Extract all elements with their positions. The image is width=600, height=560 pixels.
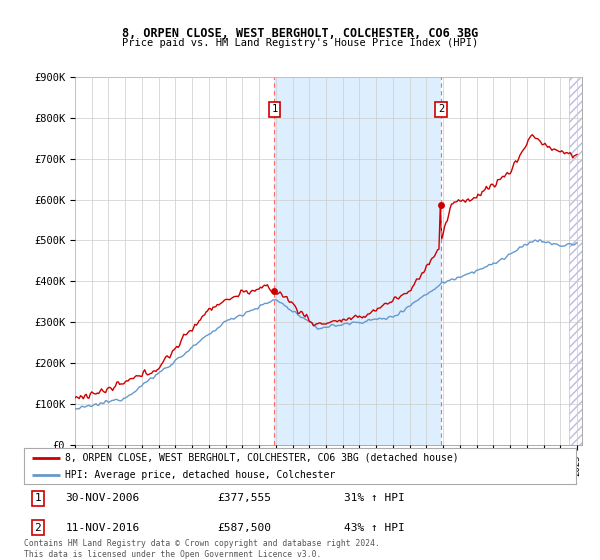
Bar: [569, 77, 582, 445]
Text: HPI: Average price, detached house, Colchester: HPI: Average price, detached house, Colc…: [65, 470, 335, 479]
Text: 1: 1: [271, 105, 278, 114]
Text: 1: 1: [34, 493, 41, 503]
Text: 8, ORPEN CLOSE, WEST BERGHOLT, COLCHESTER, CO6 3BG (detached house): 8, ORPEN CLOSE, WEST BERGHOLT, COLCHESTE…: [65, 453, 459, 463]
Text: £587,500: £587,500: [217, 522, 271, 533]
Text: £377,555: £377,555: [217, 493, 271, 503]
Text: 8, ORPEN CLOSE, WEST BERGHOLT, COLCHESTER, CO6 3BG: 8, ORPEN CLOSE, WEST BERGHOLT, COLCHESTE…: [122, 27, 478, 40]
Text: Price paid vs. HM Land Registry's House Price Index (HPI): Price paid vs. HM Land Registry's House …: [122, 38, 478, 48]
Text: Contains HM Land Registry data © Crown copyright and database right 2024.
This d: Contains HM Land Registry data © Crown c…: [24, 539, 380, 559]
Text: 43% ↑ HPI: 43% ↑ HPI: [344, 522, 405, 533]
Text: 2: 2: [438, 105, 444, 114]
Text: 11-NOV-2016: 11-NOV-2016: [65, 522, 140, 533]
Text: 2: 2: [34, 522, 41, 533]
Bar: [274, 77, 441, 445]
Text: 31% ↑ HPI: 31% ↑ HPI: [344, 493, 405, 503]
Text: 30-NOV-2006: 30-NOV-2006: [65, 493, 140, 503]
